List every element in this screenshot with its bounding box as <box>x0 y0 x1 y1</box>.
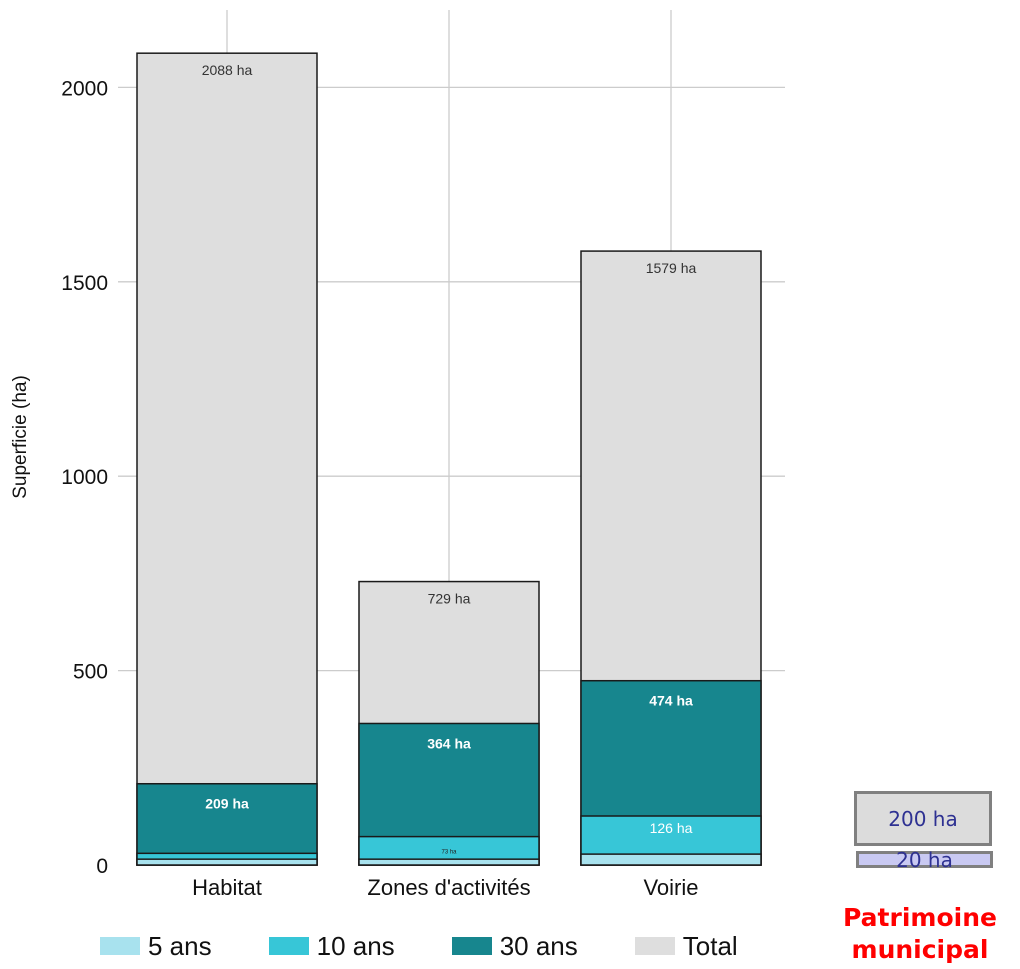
patrimoine-200-ha-label: 200 ha <box>888 806 958 831</box>
bar-segment <box>580 853 762 866</box>
bar-data-label: 73 ha <box>441 850 457 856</box>
legend-swatch-total <box>634 937 675 955</box>
legend-item-10-ans: 10 ans <box>268 930 395 962</box>
bar-data-label: 364 ha <box>427 735 471 751</box>
x-tick-label: Zones d'activités <box>367 875 530 900</box>
legend-label-30-ans: 30 ans <box>499 930 578 961</box>
bar-segment <box>136 858 318 866</box>
bar-data-label: 1579 ha <box>646 260 697 276</box>
bar-data-label: 209 ha <box>205 796 249 812</box>
legend-label-total: Total <box>682 930 738 961</box>
legend-swatch-30-ans <box>451 937 492 955</box>
x-tick-label: Voirie <box>643 875 698 900</box>
y-tick-label: 0 <box>96 855 108 878</box>
bar-segment <box>358 858 540 866</box>
patrimoine-20-ha-box <box>856 851 993 868</box>
y-tick-label: 1500 <box>61 272 108 295</box>
y-tick-label: 500 <box>73 661 108 684</box>
x-tick-label: Habitat <box>192 875 262 900</box>
bar-data-label: 474 ha <box>649 693 693 709</box>
y-tick-label: 1000 <box>61 466 108 489</box>
bar-segment <box>136 782 318 866</box>
legend-swatch-10-ans <box>268 937 309 955</box>
y-tick-label: 2000 <box>61 77 108 100</box>
legend-item-5-ans: 5 ans <box>100 931 212 962</box>
patrimoine-200-ha-box: 200 ha <box>854 791 992 846</box>
y-axis-label: Superficie (ha) <box>10 375 31 499</box>
bar-data-label: 126 ha <box>650 820 693 836</box>
legend-label-10-ans: 10 ans <box>316 930 395 961</box>
bar-data-label: 2088 ha <box>202 62 253 78</box>
chart-legend: 5 ans 10 ans 30 ans Total <box>100 926 795 966</box>
legend-swatch-5-ans <box>100 937 140 955</box>
patrimoine-municipal-title: Patrimoine municipal <box>843 903 997 964</box>
bar-segment <box>136 52 318 866</box>
legend-item-total: Total <box>634 930 738 962</box>
legend-label-5-ans: 5 ans <box>148 930 212 961</box>
legend-item-30-ans: 30 ans <box>451 930 578 962</box>
patrimoine-20-ha-label: 20 ha <box>896 848 953 872</box>
bar-data-label: 729 ha <box>428 591 471 607</box>
